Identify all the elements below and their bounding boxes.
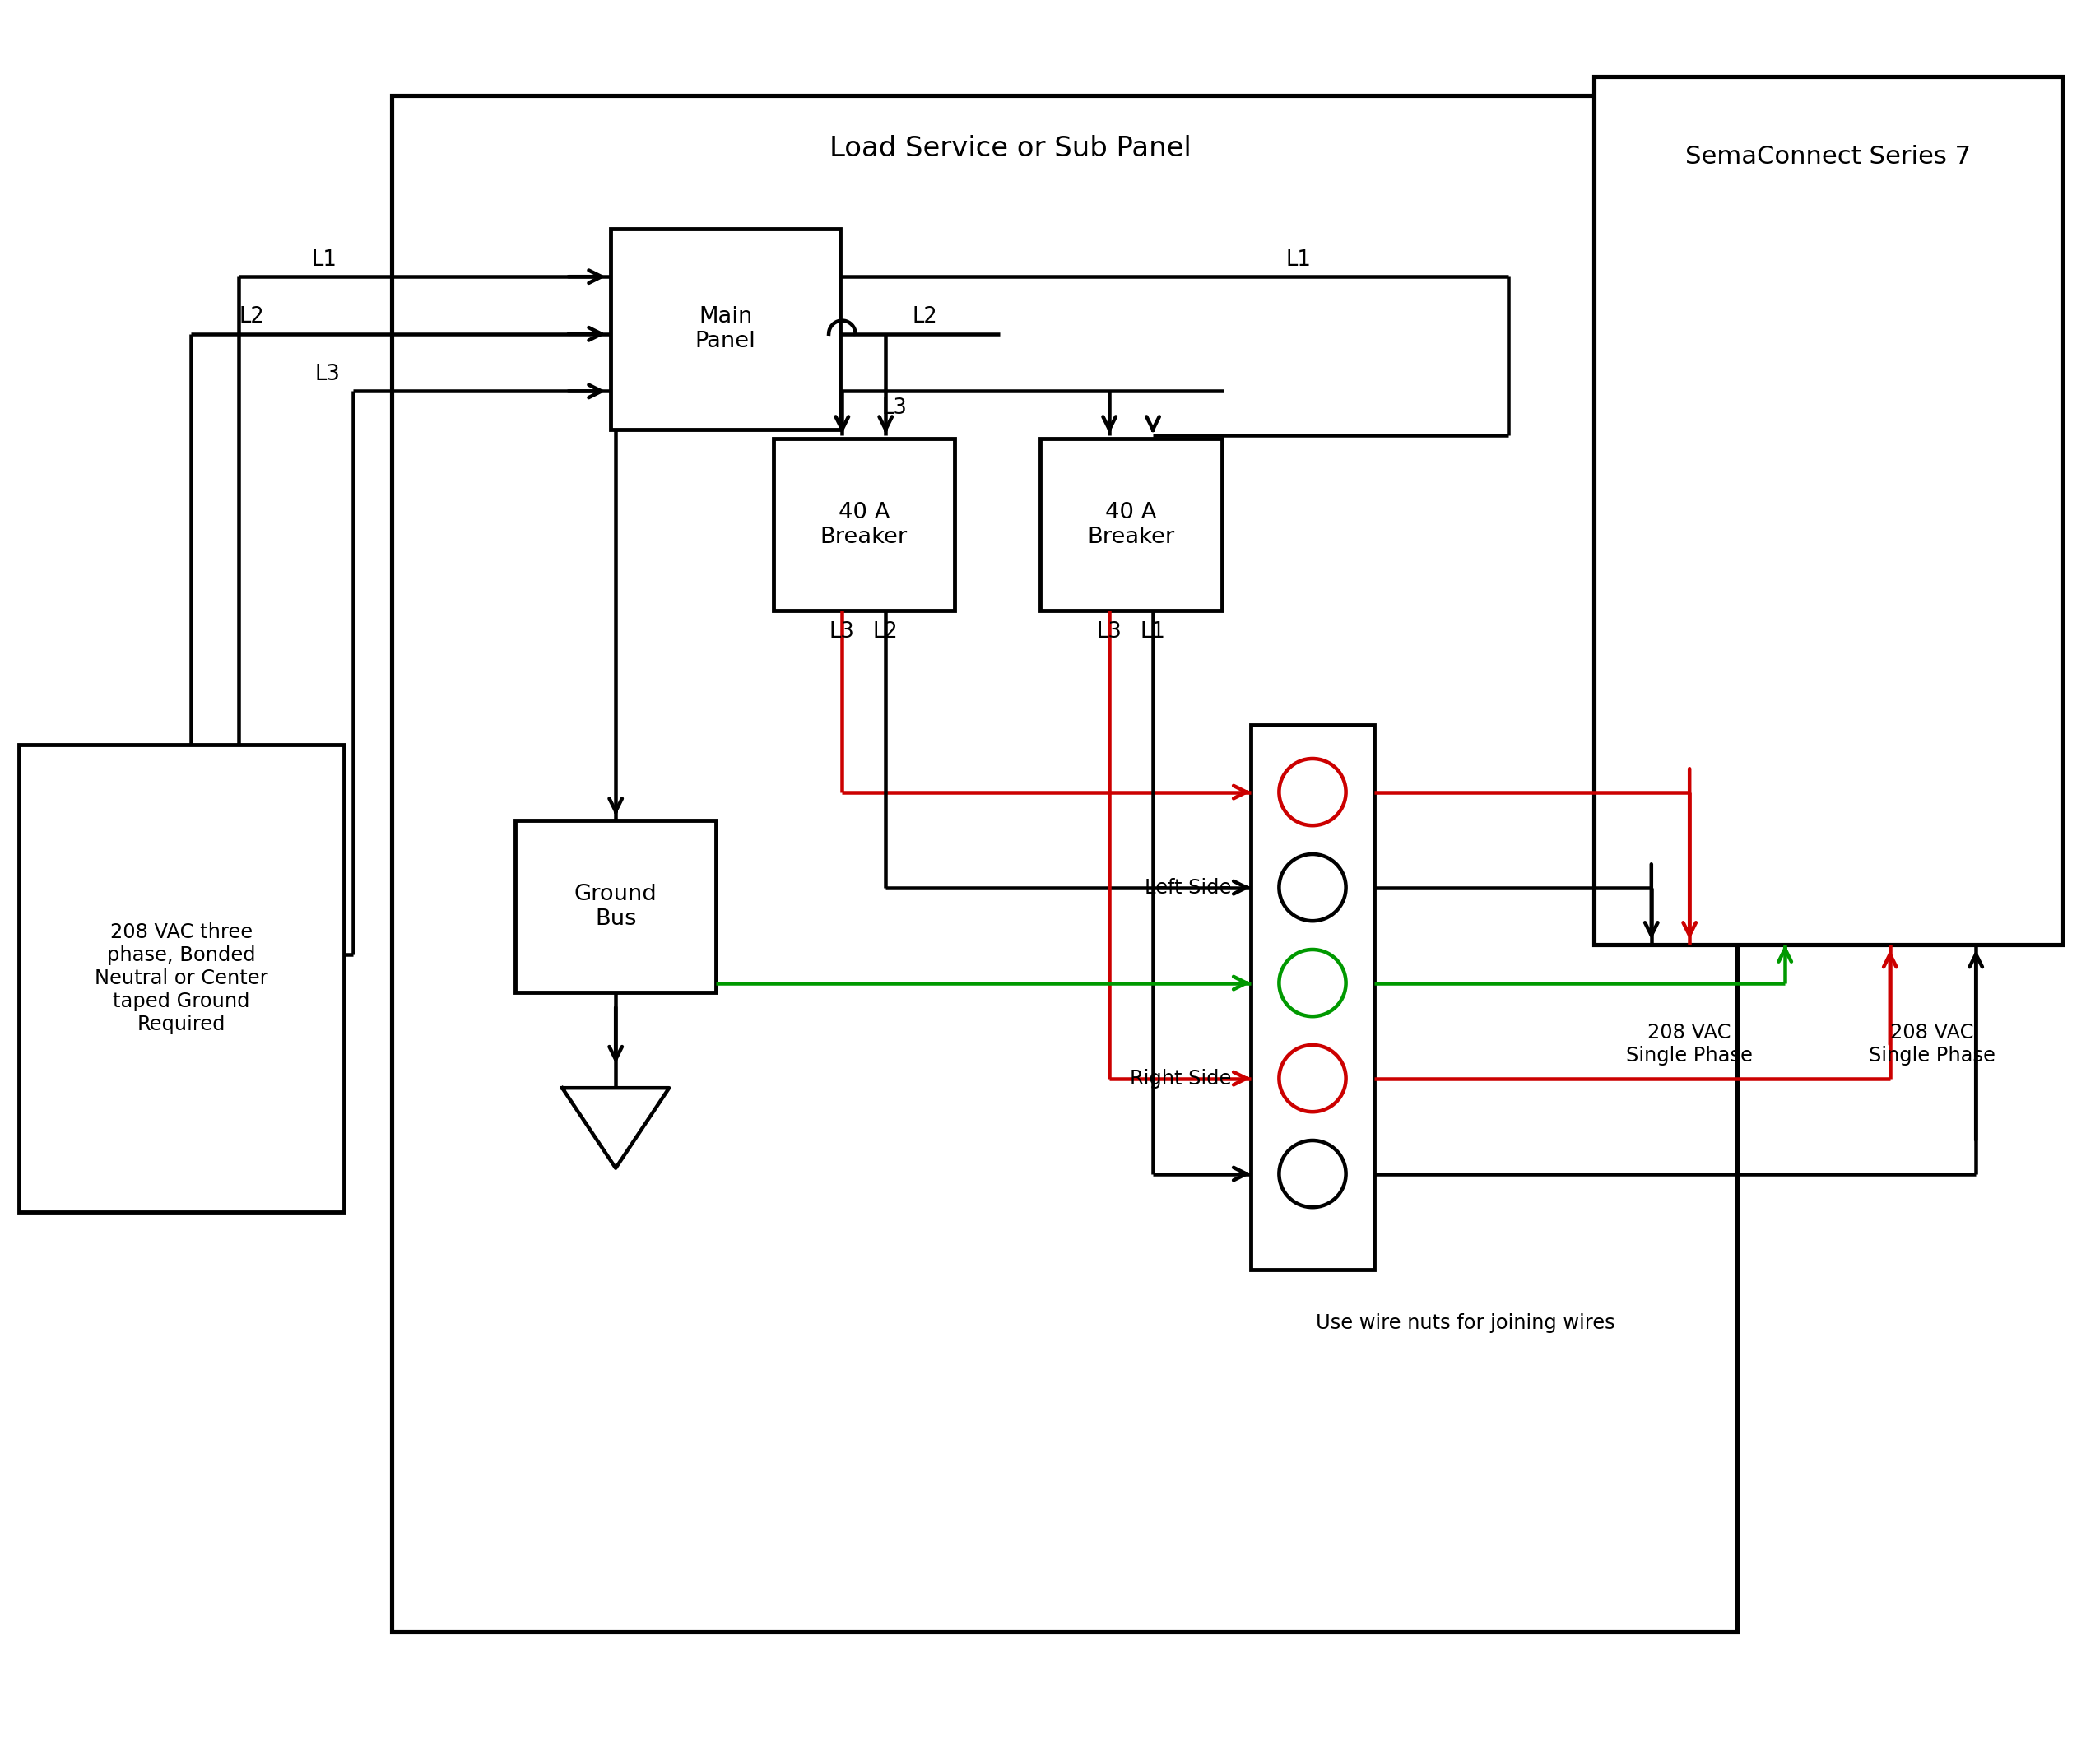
Text: Ground
Bus: Ground Bus xyxy=(573,884,657,929)
Circle shape xyxy=(1279,1046,1346,1112)
Polygon shape xyxy=(563,1087,670,1169)
Text: L2: L2 xyxy=(239,306,265,328)
Text: L2: L2 xyxy=(913,306,939,328)
Text: Left Side: Left Side xyxy=(1145,877,1231,898)
Circle shape xyxy=(1279,855,1346,921)
Text: 208 VAC
Single Phase: 208 VAC Single Phase xyxy=(1869,1023,1995,1065)
Bar xyxy=(611,229,840,429)
Bar xyxy=(773,439,956,611)
Text: L3: L3 xyxy=(830,622,855,643)
Text: SemaConnect Series 7: SemaConnect Series 7 xyxy=(1684,144,1970,168)
Circle shape xyxy=(1279,759,1346,825)
Text: Right Side: Right Side xyxy=(1130,1068,1231,1089)
Bar xyxy=(1040,439,1222,611)
Bar xyxy=(1594,76,2062,945)
Circle shape xyxy=(1279,950,1346,1016)
Text: Load Service or Sub Panel: Load Service or Sub Panel xyxy=(830,135,1191,163)
Text: 208 VAC three
phase, Bonded
Neutral or Center
taped Ground
Required: 208 VAC three phase, Bonded Neutral or C… xyxy=(94,922,269,1034)
Circle shape xyxy=(1279,1141,1346,1207)
Text: Use wire nuts for joining wires: Use wire nuts for joining wires xyxy=(1315,1313,1615,1332)
Text: 40 A
Breaker: 40 A Breaker xyxy=(821,502,907,547)
Text: L3: L3 xyxy=(315,363,340,386)
Bar xyxy=(391,96,1737,1633)
Text: L1: L1 xyxy=(1140,622,1166,643)
Bar xyxy=(1250,726,1376,1270)
Text: 208 VAC
Single Phase: 208 VAC Single Phase xyxy=(1625,1023,1754,1065)
Text: L1: L1 xyxy=(1285,248,1310,271)
Text: L2: L2 xyxy=(874,622,899,643)
Text: Main
Panel: Main Panel xyxy=(695,306,756,353)
Text: L1: L1 xyxy=(311,248,338,271)
Text: L3: L3 xyxy=(1096,622,1121,643)
Bar xyxy=(19,745,344,1212)
Text: L3: L3 xyxy=(882,398,907,419)
Text: 40 A
Breaker: 40 A Breaker xyxy=(1088,502,1174,547)
Bar xyxy=(514,822,716,992)
